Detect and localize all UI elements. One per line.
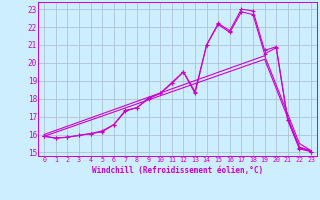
X-axis label: Windchill (Refroidissement éolien,°C): Windchill (Refroidissement éolien,°C) <box>92 166 263 175</box>
